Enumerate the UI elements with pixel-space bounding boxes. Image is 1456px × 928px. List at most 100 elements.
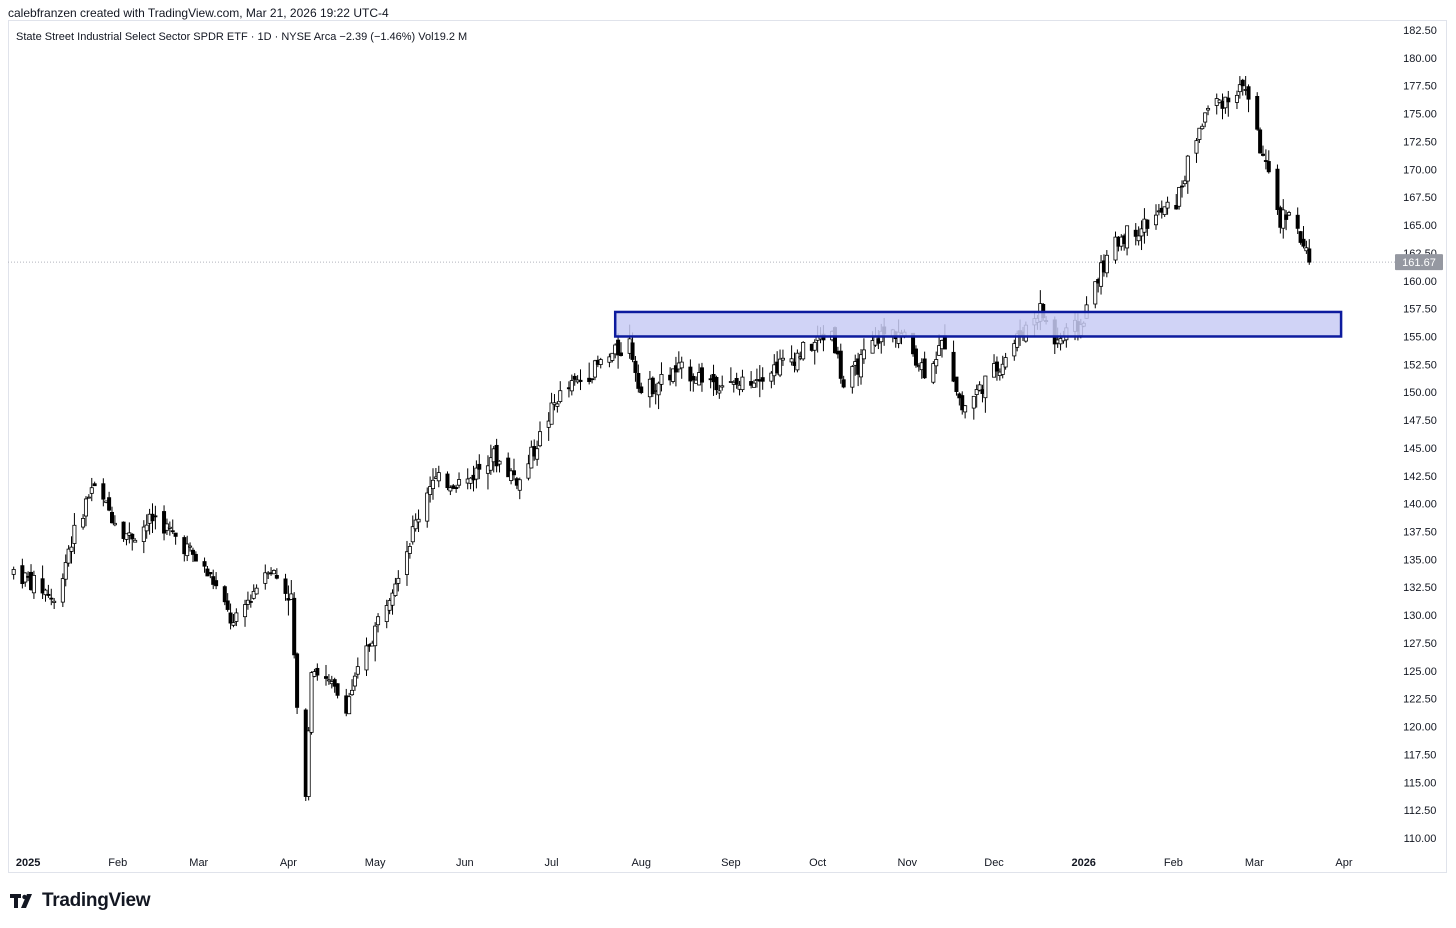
candle-up — [656, 382, 661, 396]
candle-down — [1255, 96, 1260, 130]
tradingview-logo[interactable]: TradingView — [10, 890, 151, 912]
resistance-zone-rectangle[interactable] — [613, 310, 1343, 338]
candle-up — [1182, 180, 1187, 185]
candle-up — [1206, 107, 1211, 111]
candle-up — [592, 360, 597, 378]
candle-down — [590, 378, 595, 381]
candle-up — [350, 689, 355, 696]
candle-up — [795, 352, 800, 371]
candle-up — [529, 446, 534, 469]
candle-up — [1093, 281, 1098, 305]
candle-up — [1099, 262, 1104, 287]
symbol-legend: State Street Industrial Select Sector SP… — [16, 31, 468, 43]
candle-up — [549, 402, 554, 425]
candle-up — [1003, 357, 1008, 368]
candle-down — [315, 667, 320, 676]
candle-up — [251, 590, 256, 599]
candle-up — [769, 372, 774, 382]
candle-down — [1145, 219, 1150, 229]
candle-up — [801, 341, 806, 360]
candle-up — [963, 405, 968, 413]
candle-down — [46, 593, 51, 596]
candle-up — [410, 526, 415, 543]
candle-down — [1240, 79, 1245, 87]
price-tick-label: 165.00 — [1403, 220, 1437, 232]
candle-up — [1287, 212, 1292, 216]
time-tick-label: Nov — [898, 857, 918, 869]
price-tick-label: 125.00 — [1403, 666, 1437, 678]
candle-down — [578, 379, 583, 382]
candle-down — [572, 375, 577, 380]
candle-down — [283, 578, 288, 594]
candle-up — [558, 390, 563, 402]
candle-up — [428, 486, 433, 495]
time-tick-label: Mar — [1245, 857, 1264, 869]
candle-up — [859, 354, 864, 378]
time-axis[interactable]: 2025 Feb Mar Apr May Jun Jul Aug Sep Oct Nov Dec 202… — [16, 857, 1353, 869]
candle-up — [468, 477, 473, 484]
candle-down — [1284, 214, 1289, 220]
candle-up — [234, 612, 239, 622]
time-tick-label: Oct — [809, 857, 826, 869]
candle-down — [1133, 229, 1138, 237]
candle-down — [107, 497, 112, 511]
candle-up — [1136, 235, 1141, 242]
candle-down — [335, 683, 340, 696]
candle-up — [1165, 201, 1170, 209]
candle-up — [1234, 94, 1239, 103]
candle-up — [538, 431, 543, 447]
candle-up — [404, 551, 409, 575]
candle-up — [355, 666, 360, 675]
candle-down — [222, 586, 227, 603]
price-tick-label: 150.00 — [1403, 387, 1437, 399]
candle-up — [1162, 206, 1167, 216]
last-price-badge — [1395, 254, 1443, 271]
candle-down — [170, 530, 175, 533]
candle-down — [1174, 204, 1179, 210]
chart-frame — [8, 20, 1447, 873]
candle-down — [1246, 86, 1251, 100]
time-tick-label: 2025 — [16, 857, 40, 869]
candle-up — [850, 366, 855, 388]
candle-up — [43, 589, 48, 596]
price-axis[interactable]: 182.50 180.00 177.50 175.00 172.50 170.00 167.… — [1403, 25, 1437, 845]
candle-down — [49, 597, 54, 600]
time-tick-label: 2026 — [1071, 857, 1095, 869]
candle-down — [630, 342, 635, 360]
time-tick-label: Aug — [631, 857, 651, 869]
price-tick-label: 112.50 — [1404, 805, 1437, 817]
candle-up — [870, 340, 875, 354]
candle-down — [951, 351, 956, 382]
candle-down — [110, 511, 115, 524]
price-tick-label: 122.50 — [1403, 694, 1437, 706]
tradingview-logo-icon — [10, 894, 32, 908]
candle-up — [425, 492, 430, 522]
candle-up — [431, 479, 436, 490]
candle-up — [271, 570, 276, 575]
candle-up — [81, 518, 86, 528]
candle-down — [699, 367, 704, 383]
candle-down — [332, 679, 337, 687]
candle-up — [555, 403, 560, 407]
candle-down — [214, 580, 219, 587]
time-tick-label: Feb — [1164, 857, 1183, 869]
candle-down — [202, 561, 207, 567]
candle-up — [1104, 254, 1109, 274]
candle-up — [185, 543, 190, 557]
candle-up — [931, 363, 936, 383]
candle-down — [1263, 160, 1268, 162]
candle-up — [1223, 96, 1228, 109]
candle-up — [934, 359, 939, 367]
price-tick-label: 130.00 — [1403, 610, 1437, 622]
candle-down — [511, 470, 516, 476]
candle-up — [364, 645, 369, 671]
candle-down — [190, 549, 195, 555]
attribution-text: calebfranzen created with TradingView.co… — [8, 6, 389, 20]
candle-down — [1295, 214, 1300, 229]
candle-up — [231, 622, 236, 626]
candle-up — [717, 390, 722, 394]
candle-up — [1012, 343, 1017, 357]
candle-up — [789, 358, 794, 363]
price-tick-label: 115.00 — [1404, 777, 1437, 789]
